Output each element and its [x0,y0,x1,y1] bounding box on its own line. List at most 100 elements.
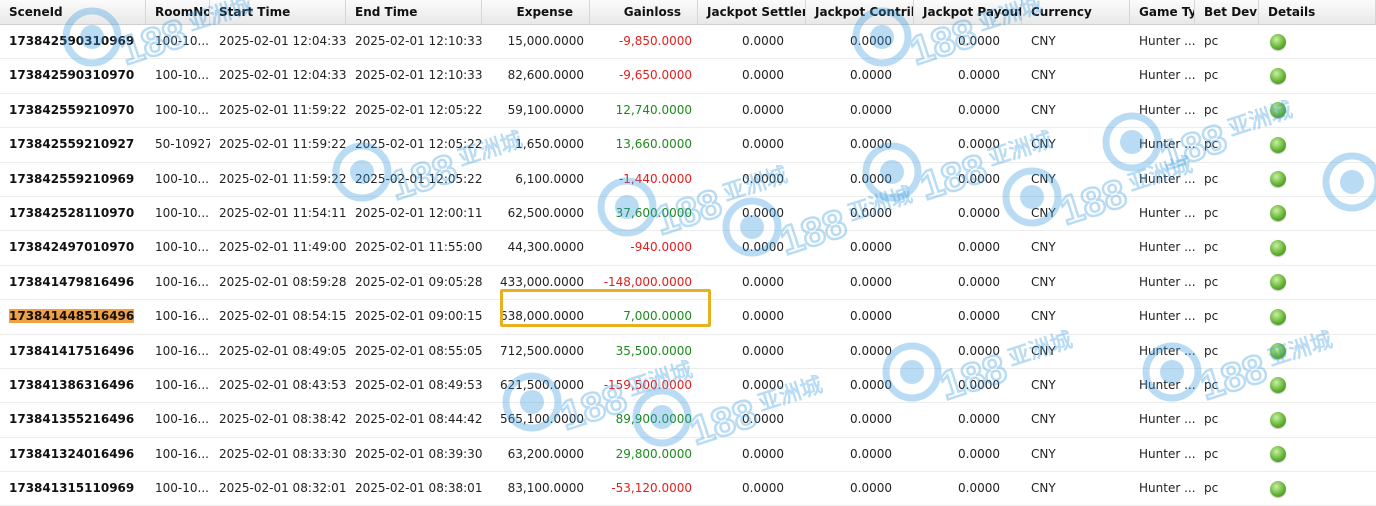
view-details-icon[interactable] [1270,102,1286,119]
view-details-icon[interactable] [1270,239,1286,256]
gainloss-cell: 29,800.0000 [615,446,692,461]
table-row[interactable]: 173842559210969 100-10... 2025-02-01 11:59… [0,163,1376,197]
column-header[interactable]: Start Time [210,0,346,24]
table-row[interactable]: 173841417516496 100-16... 2025-02-01 08:49… [0,335,1376,369]
expense-cell: 565,100.0000 [500,412,584,427]
column-header[interactable]: Game Typ [1130,0,1195,24]
table-row[interactable]: 173842497010970 100-10... 2025-02-01 11:49… [0,231,1376,266]
table-row[interactable]: 173842528110970 100-10... 2025-02-01 11:54… [0,197,1376,232]
table-row[interactable]: 173842590310970 100-10... 2025-02-01 12:04… [0,59,1376,94]
room-no-cell: 100-16... [155,412,209,427]
room-no-cell: 100-16... [155,274,209,289]
currency-cell: CNY [1031,309,1056,324]
expense-cell: 44,300.0000 [507,240,584,255]
jackpot-payout-cell: 0.0000 [958,34,1000,48]
gainloss-cell: 35,500.0000 [615,343,692,358]
bet-device-cell: pc [1204,274,1219,289]
table-row[interactable]: 173841315110969 100-10... 2025-02-01 08:32… [0,472,1376,506]
scene-id-cell: 173841417516496 [9,343,135,358]
view-details-icon[interactable] [1270,446,1286,463]
view-details-icon[interactable] [1270,33,1286,50]
scene-id-cell: 173841355216496 [9,412,135,427]
start-time-cell: 2025-02-01 11:49:00 [219,240,346,255]
table-row[interactable]: 173842559210927 50-10927 2025-02-01 11:59:… [0,128,1376,163]
end-time-cell: 2025-02-01 08:49:53 [355,377,482,392]
gainloss-cell: 13,660.0000 [615,137,692,152]
room-no-cell: 100-10... [155,102,209,117]
bet-device-cell: pc [1204,102,1219,117]
view-details-icon[interactable] [1270,136,1286,153]
currency-cell: CNY [1031,102,1056,117]
bet-device-cell: pc [1204,481,1219,496]
view-details-icon[interactable] [1270,411,1286,428]
end-time-cell: 2025-02-01 12:05:22 [355,102,482,117]
details-cell [1259,266,1376,299]
room-no-cell: 100-10... [155,34,209,48]
start-time-cell: 2025-02-01 08:33:30 [219,446,346,461]
end-time-cell: 2025-02-01 12:10:33 [355,68,482,83]
jackpot-payout-cell: 0.0000 [958,481,1000,496]
column-header[interactable]: End Time [346,0,482,24]
table-row[interactable]: 173842559210970 100-10... 2025-02-01 11:59… [0,94,1376,129]
end-time-cell: 2025-02-01 08:39:30 [355,446,482,461]
column-header[interactable]: Jackpot Contribu [806,0,914,24]
start-time-cell: 2025-02-01 11:59:22 [219,137,346,152]
expense-cell: 712,500.0000 [500,343,584,358]
details-cell [1259,25,1376,58]
view-details-icon[interactable] [1270,171,1286,188]
jackpot-settlement-cell: 0.0000 [742,309,784,324]
column-header[interactable]: Details [1259,0,1376,24]
column-header[interactable]: Bet Devic [1195,0,1259,24]
room-no-cell: 50-10927 [155,137,210,152]
jackpot-contribution-cell: 0.0000 [850,102,892,117]
jackpot-settlement-cell: 0.0000 [742,205,784,220]
jackpot-contribution-cell: 0.0000 [850,171,892,186]
jackpot-payout-cell: 0.0000 [958,343,1000,358]
column-header[interactable]: Expense [482,0,590,24]
gainloss-cell: -9,650.0000 [618,68,692,83]
view-details-icon[interactable] [1270,205,1286,222]
bet-device-cell: pc [1204,309,1219,324]
table-row[interactable]: 173841448516496 100-16... 2025-02-01 08:54… [0,300,1376,335]
currency-cell: CNY [1031,446,1056,461]
jackpot-settlement-cell: 0.0000 [742,240,784,255]
jackpot-settlement-cell: 0.0000 [742,274,784,289]
view-details-icon[interactable] [1270,274,1286,291]
currency-cell: CNY [1031,240,1056,255]
view-details-icon[interactable] [1270,343,1286,360]
game-type-cell: Hunter ... [1139,102,1195,117]
currency-cell: CNY [1031,34,1056,48]
gainloss-cell: 7,000.0000 [623,309,692,324]
column-header[interactable]: RoomNo.. [146,0,210,24]
end-time-cell: 2025-02-01 09:00:15 [355,309,482,324]
column-header[interactable]: Jackpot Payout [914,0,1022,24]
column-header[interactable]: SceneId [0,0,146,24]
jackpot-contribution-cell: 0.0000 [850,446,892,461]
details-cell [1259,231,1376,264]
view-details-icon[interactable] [1270,308,1286,325]
view-details-icon[interactable] [1270,377,1286,394]
table-row[interactable]: 173841355216496 100-16... 2025-02-01 08:38… [0,403,1376,438]
table-row[interactable]: 173842590310969 100-10... 2025-02-01 12:04… [0,25,1376,60]
column-header[interactable]: Jackpot Settleme [698,0,806,24]
jackpot-settlement-cell: 0.0000 [742,412,784,427]
table-row[interactable]: 173841324016496 100-16... 2025-02-01 08:33… [0,438,1376,473]
column-header[interactable]: Currency [1022,0,1130,24]
game-type-cell: Hunter ... [1139,205,1195,220]
column-header[interactable]: Gainloss [590,0,698,24]
gainloss-cell: 12,740.0000 [615,102,692,117]
room-no-cell: 100-10... [155,205,209,220]
view-details-icon[interactable] [1270,480,1286,497]
expense-cell: 6,100.0000 [515,171,584,186]
end-time-cell: 2025-02-01 08:44:42 [355,412,482,427]
table-row[interactable]: 173841479816496 100-16... 2025-02-01 08:59… [0,266,1376,301]
view-details-icon[interactable] [1270,67,1286,84]
end-time-cell: 2025-02-01 08:38:01 [355,481,482,496]
currency-cell: CNY [1031,481,1056,496]
end-time-cell: 2025-02-01 12:00:11 [355,205,482,220]
jackpot-payout-cell: 0.0000 [958,240,1000,255]
jackpot-contribution-cell: 0.0000 [850,377,892,392]
table-row[interactable]: 173841386316496 100-16... 2025-02-01 08:43… [0,369,1376,404]
jackpot-contribution-cell: 0.0000 [850,205,892,220]
end-time-cell: 2025-02-01 12:05:22 [355,171,482,186]
